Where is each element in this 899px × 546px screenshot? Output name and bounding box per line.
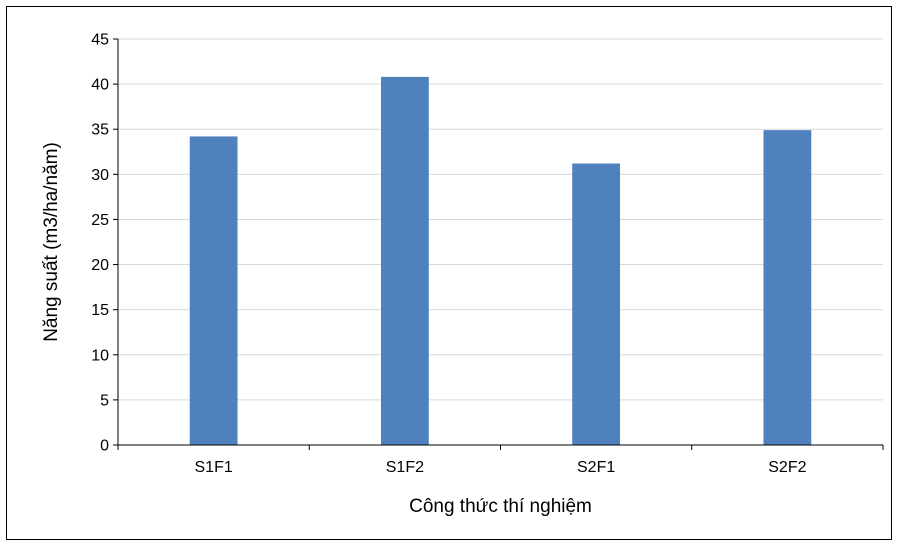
x-tick-label-s1f2: S1F2 [386, 459, 424, 476]
y-tick-label-5: 5 [100, 392, 109, 409]
x-tick-label-s2f2: S2F2 [768, 459, 806, 476]
y-tick-labels: 0 5 10 15 20 25 30 35 40 45 [91, 32, 109, 455]
y-tick-label-45: 45 [91, 32, 109, 49]
chart-frame: 0 5 10 15 20 25 30 35 40 45 S1F1 S1F2 S2F1 S2F2 Công… [6, 6, 892, 540]
gridlines [118, 38, 883, 401]
y-tick-label-15: 15 [91, 302, 109, 319]
bar-s2f2 [763, 130, 812, 445]
x-tick-label-s1f1: S1F1 [195, 459, 233, 476]
y-tick-label-25: 25 [91, 212, 109, 229]
bars [189, 76, 812, 446]
y-tick-label-30: 30 [91, 167, 109, 184]
y-tick-label-20: 20 [91, 257, 109, 274]
y-tick-label-0: 0 [100, 438, 109, 455]
bar-s2f1 [572, 163, 621, 446]
y-tick-label-10: 10 [91, 347, 109, 364]
x-tick-labels: S1F1 S1F2 S2F1 S2F2 [195, 459, 807, 476]
axes [113, 38, 884, 450]
x-axis-title: Công thức thí nghiệm [409, 496, 592, 517]
y-axis-title: Năng suất (m3/ha/năm) [41, 142, 62, 342]
y-tick-label-40: 40 [91, 77, 109, 94]
bar-chart: 0 5 10 15 20 25 30 35 40 45 S1F1 S1F2 S2F1 S2F2 Công… [41, 32, 884, 517]
x-tick-label-s2f1: S2F1 [577, 459, 615, 476]
y-tick-label-35: 35 [91, 122, 109, 139]
bar-s1f1 [189, 136, 238, 445]
bar-s1f2 [380, 76, 429, 445]
